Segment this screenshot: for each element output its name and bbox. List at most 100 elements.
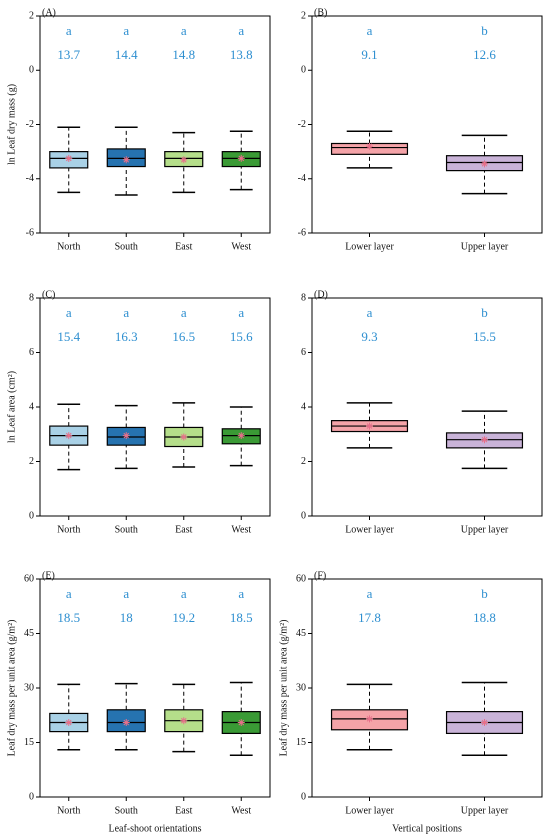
group-value: 9.1 [361,47,377,62]
x-tick-label: Lower layer [345,524,394,535]
x-tick-label: West [231,241,251,252]
group-letter: a [181,305,187,320]
group-letter: a [238,305,244,320]
mean-marker [237,432,245,440]
y-tick-label: 6 [301,347,306,358]
y-tick-label: -4 [26,173,34,184]
mean-marker [237,154,245,162]
y-tick-label: -4 [298,173,306,184]
mean-marker [180,717,188,725]
group-value: 16.5 [172,329,195,344]
x-tick-label: South [115,805,138,816]
x-axis-label: Vertical positions [392,823,462,834]
group-letter: b [481,586,488,601]
y-axis-label: ln Leaf dry mass (g) [6,84,17,165]
y-tick-label: 60 [296,573,306,584]
group-letter: a [367,23,373,38]
y-tick-label: 60 [24,573,34,584]
x-tick-label: West [231,524,251,535]
group-value: 15.4 [57,329,80,344]
group-letter: a [123,23,129,38]
mean-marker [237,719,245,727]
group-value: 15.6 [230,329,253,344]
y-tick-label: 0 [301,791,306,802]
mean-marker [180,433,188,441]
y-tick-label: 15 [24,737,34,748]
mean-marker [122,719,130,727]
group-value: 9.3 [361,329,377,344]
y-tick-label: 6 [29,347,34,358]
mean-marker [366,715,373,723]
plot-frame [311,297,543,517]
group-letter: a [238,23,244,38]
y-tick-label: 2 [29,456,34,467]
x-tick-label: Upper layer [461,241,509,252]
mean-marker [122,156,130,164]
y-tick-label: 2 [29,10,34,21]
y-tick-label: -6 [26,227,34,238]
y-tick-label: 15 [296,737,306,748]
x-axis-label: Leaf-shoot orientations [108,823,201,834]
x-tick-label: Upper layer [461,524,509,535]
x-tick-label: West [231,805,251,816]
x-tick-label: North [57,805,80,816]
group-letter: a [66,586,72,601]
group-letter: b [481,305,488,320]
group-letter: a [66,23,72,38]
panel-label: (A) [42,7,56,18]
panel-label: (D) [314,289,328,300]
group-value: 19.2 [172,610,195,625]
panel-label: (C) [42,289,55,300]
group-letter: a [238,586,244,601]
group-value: 18.5 [230,610,253,625]
mean-marker [180,156,188,164]
group-letter: a [367,305,373,320]
y-axis-label: Leaf dry mass per unit area (g/m²) [278,620,289,757]
y-tick-label: 30 [296,682,306,693]
group-value: 12.6 [473,47,496,62]
y-tick-label: 8 [29,292,34,303]
group-value: 17.8 [358,610,381,625]
mean-marker [481,436,488,444]
y-tick-label: 0 [29,791,34,802]
x-tick-label: East [175,524,192,535]
mean-marker [65,432,73,440]
mean-marker [65,719,73,727]
mean-marker [65,154,73,162]
group-letter: b [481,23,488,38]
group-value: 13.7 [57,47,80,62]
x-tick-label: North [57,524,80,535]
group-value: 14.8 [172,47,195,62]
y-tick-label: 45 [296,628,306,639]
mean-marker [366,142,373,150]
x-tick-label: Upper layer [461,805,509,816]
panel-label: (E) [42,570,55,581]
x-tick-label: East [175,241,192,252]
group-letter: a [123,305,129,320]
mean-marker [366,422,373,430]
y-tick-label: -2 [26,119,34,130]
group-value: 18.8 [473,610,496,625]
mean-marker [481,160,488,168]
x-tick-label: South [115,241,138,252]
y-tick-label: 0 [29,65,34,76]
group-value: 18.5 [57,610,80,625]
plot-frame [311,578,543,798]
y-tick-label: 0 [29,510,34,521]
panel-label: (B) [314,7,327,18]
y-axis-label: Leaf dry mass per unit area (g/m²) [6,620,17,757]
y-tick-label: 4 [29,401,34,412]
x-tick-label: South [115,524,138,535]
group-letter: a [123,586,129,601]
group-value: 16.3 [115,329,138,344]
x-tick-label: East [175,805,192,816]
group-letter: a [181,23,187,38]
group-letter: a [367,586,373,601]
y-tick-label: 8 [301,292,306,303]
y-tick-label: -2 [298,119,306,130]
y-tick-label: 2 [301,456,306,467]
y-tick-label: 0 [301,65,306,76]
group-letter: a [181,586,187,601]
mean-marker [122,432,130,440]
